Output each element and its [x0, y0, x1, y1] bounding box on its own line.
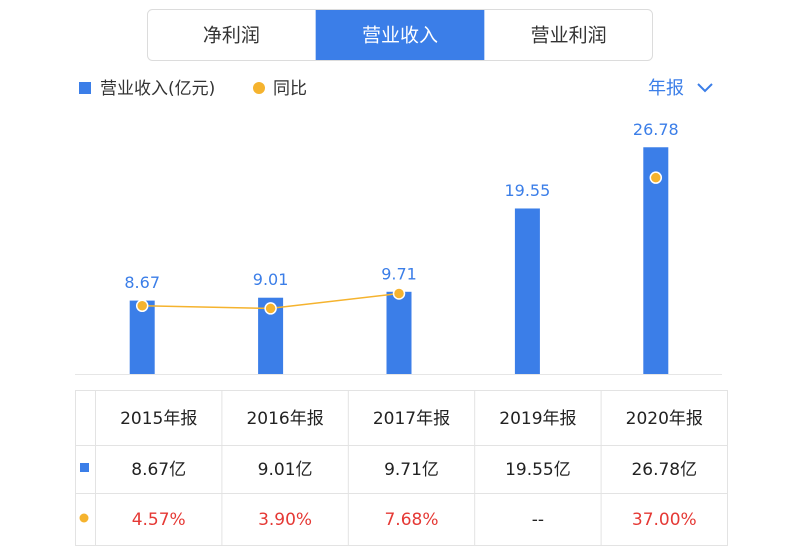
- row-swatch: [80, 463, 89, 472]
- line-point: [649, 171, 663, 184]
- bar-value-label: 9.01: [253, 270, 289, 289]
- tab[interactable]: 营业利润: [531, 25, 607, 47]
- legend-swatch: [79, 82, 91, 94]
- table-cell: 8.67亿: [131, 460, 186, 480]
- tab[interactable]: 净利润: [203, 25, 260, 47]
- tab-selected[interactable]: [315, 10, 485, 60]
- bar-value-label: 9.71: [381, 264, 417, 283]
- line-point: [135, 299, 149, 313]
- table-cell: 4.57%: [132, 510, 186, 530]
- bar-value-label: 19.55: [504, 181, 550, 200]
- table-cell: 9.01亿: [258, 460, 313, 480]
- table-cell: 19.55亿: [505, 460, 571, 480]
- line-point: [392, 287, 406, 300]
- table-header-cell: 2019年报: [499, 409, 576, 429]
- table-header-cell: 2020年报: [626, 409, 703, 429]
- bar-value-label: 8.67: [124, 273, 160, 292]
- table-header-cell: 2016年报: [246, 409, 323, 429]
- bar: [129, 300, 155, 374]
- table-cell: 37.00%: [632, 510, 697, 530]
- table-cell: 3.90%: [258, 510, 312, 530]
- legend-label: 同比: [273, 79, 307, 99]
- bar: [514, 208, 540, 374]
- legend-swatch: [253, 82, 265, 94]
- table-cell: 9.71亿: [384, 460, 439, 480]
- data-table: 2015年报 2016年报 2017年报 2019年报 2020年报 8.67亿 9.01亿…: [75, 390, 728, 546]
- table-header-cell: 2015年报: [120, 409, 197, 429]
- bar: [386, 291, 412, 374]
- table-cell: --: [532, 510, 544, 530]
- tab-bar: 净利润 营业收入 营业利润: [147, 9, 653, 61]
- legend-label: 营业收入(亿元): [100, 79, 215, 99]
- row-swatch: [79, 513, 89, 523]
- table-border: [75, 390, 728, 546]
- dropdown-chevron[interactable]: [697, 83, 713, 93]
- bar-value-label: 26.78: [633, 120, 679, 139]
- tab[interactable]: 营业收入: [362, 25, 438, 47]
- table-cell: 26.78亿: [631, 460, 697, 480]
- line-point: [264, 302, 277, 315]
- bar: [643, 147, 669, 374]
- table-cell: 7.68%: [384, 510, 438, 530]
- table-header-cell: 2017年报: [373, 409, 450, 429]
- period-selector[interactable]: 年报: [648, 78, 684, 99]
